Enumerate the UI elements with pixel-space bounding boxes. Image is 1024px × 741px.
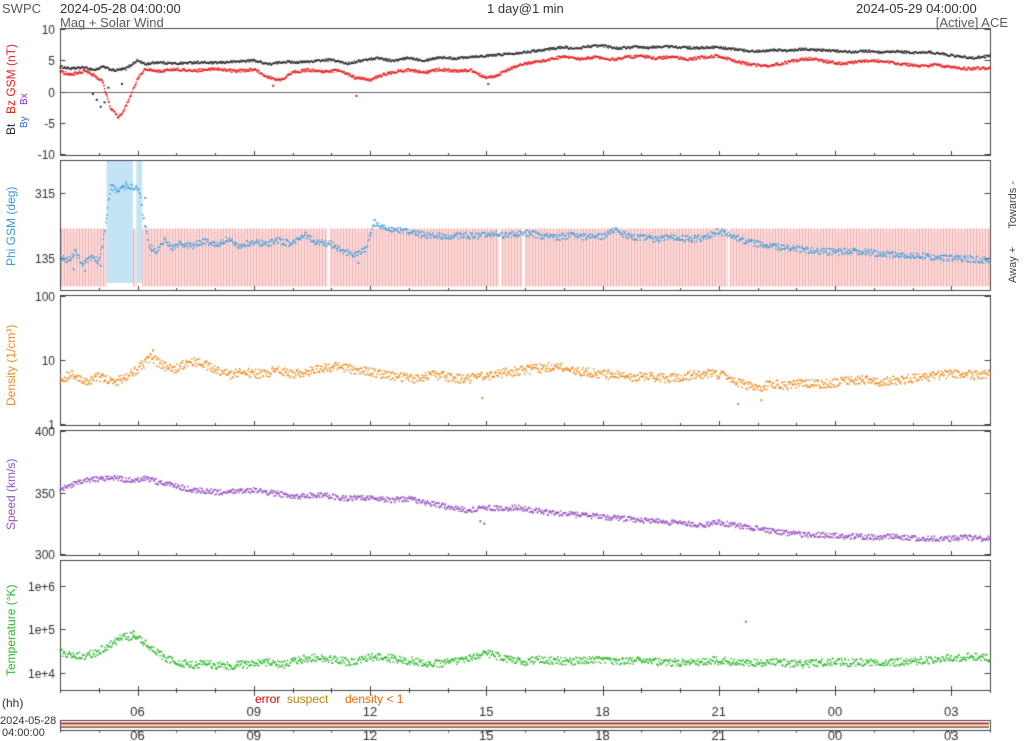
bx-axis-label: Bx (19, 93, 30, 105)
by-axis-label: By (19, 116, 30, 128)
density-axis-label: Density (1/cm³) (4, 324, 18, 406)
brand-label: SWPC (2, 1, 41, 16)
end-datetime: 2024-05-29 04:00:00 (856, 1, 977, 16)
bz-axis-label: Bz GSM (nT) (4, 43, 18, 114)
bt-axis-label: Bt (4, 123, 18, 135)
legend-density-lt1: density < 1 (345, 692, 404, 706)
footer-date-label: 2024-05-28 (0, 715, 57, 727)
temperature-axis-label: Temperature (°K) (4, 584, 18, 677)
data-source-label: [Active] ACE (935, 15, 1008, 30)
cadence-label: 1 day@1 min (487, 1, 564, 16)
plot-subtitle: Mag + Solar Wind (60, 15, 164, 30)
x-unit-label: (hh) (2, 696, 24, 710)
footer-time-label: 04:00:00 (2, 727, 45, 739)
phi-axis-label: Phi GSM (deg) (4, 186, 18, 266)
start-datetime: 2024-05-28 04:00:00 (60, 1, 181, 16)
legend-error: error (255, 692, 281, 706)
away-towards-label: Away + Towards - (1007, 181, 1019, 283)
speed-axis-label: Speed (km/s) (4, 458, 18, 530)
legend-suspect: suspect (287, 692, 329, 706)
